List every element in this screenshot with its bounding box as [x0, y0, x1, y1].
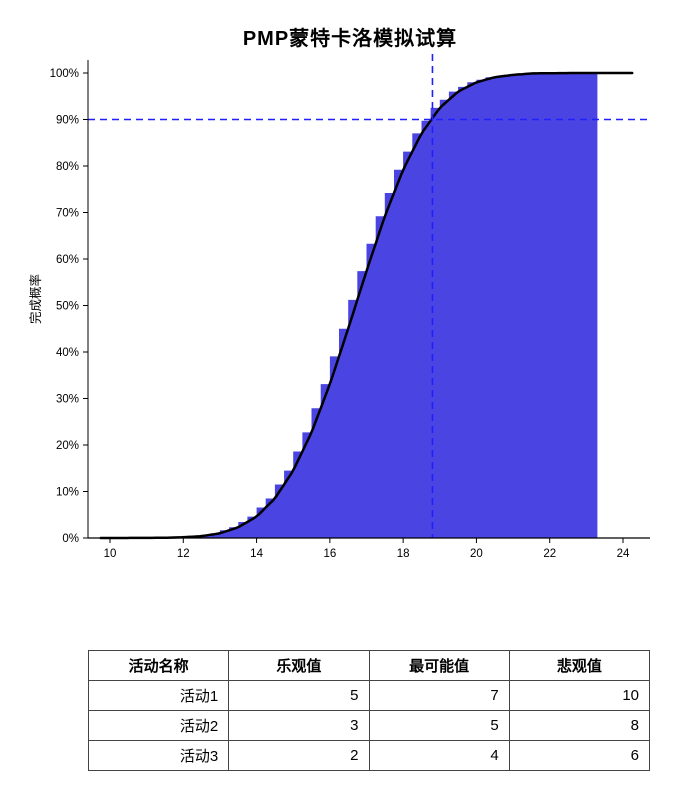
table-row: 活动2 3 5 8 — [87, 710, 651, 741]
y-tick-label: 100% — [50, 68, 79, 80]
value-cell: 7 — [368, 680, 510, 711]
value-cell: 6 — [508, 740, 651, 771]
x-tick-label: 24 — [617, 548, 630, 560]
value-cell: 5 — [368, 710, 510, 741]
table-header-cell: 最可能值 — [368, 650, 510, 681]
y-tick-label: 80% — [56, 161, 79, 173]
value-cell: 5 — [228, 680, 370, 711]
activity-name-cell: 活动1 — [87, 680, 230, 711]
y-tick-label: 0% — [62, 533, 79, 545]
x-tick-label: 16 — [323, 548, 336, 560]
value-cell: 3 — [228, 710, 370, 741]
y-tick-label: 90% — [56, 115, 79, 127]
table-header-cell: 悲观值 — [508, 650, 651, 681]
activity-name-cell: 活动2 — [87, 710, 230, 741]
y-tick-label: 50% — [56, 301, 79, 313]
x-tick-label: 22 — [543, 548, 556, 560]
activity-table-wrap: 活动名称 乐观值 最可能值 悲观值 活动1 5 7 10 活动2 3 5 8 活动3 2 4 6 — [87, 650, 651, 771]
value-cell: 4 — [368, 740, 510, 771]
chart-title: PMP蒙特卡洛模拟试算 — [242, 28, 458, 50]
x-tick-label: 12 — [177, 548, 190, 560]
y-tick-label: 20% — [56, 440, 79, 452]
table-header-cell: 乐观值 — [228, 650, 370, 681]
y-tick-label: 10% — [56, 487, 79, 499]
value-cell: 8 — [508, 710, 651, 741]
cdf-chart: 10 12 14 16 18 20 22 24 0% 10% 20% 30% 40% 50% 60% 70% 8… — [28, 54, 650, 560]
table-row: 活动3 2 4 6 — [87, 740, 651, 771]
y-tick-label: 70% — [56, 208, 79, 220]
y-axis-title: 完成概率 — [28, 274, 43, 324]
table-row: 活动1 5 7 10 — [87, 680, 651, 711]
x-tick-label: 14 — [250, 548, 263, 560]
x-tick-label: 20 — [470, 548, 483, 560]
y-tick-label: 40% — [56, 347, 79, 359]
activity-table: 活动名称 乐观值 最可能值 悲观值 活动1 5 7 10 活动2 3 5 8 活动3 2 4 6 — [87, 650, 651, 771]
value-cell: 10 — [508, 680, 651, 711]
activity-name-cell: 活动3 — [87, 740, 230, 771]
activity-table-body: 活动1 5 7 10 活动2 3 5 8 活动3 2 4 6 — [87, 680, 651, 771]
table-header-row: 活动名称 乐观值 最可能值 悲观值 — [87, 650, 651, 681]
x-tick-label: 10 — [104, 548, 117, 560]
cdf-fill — [110, 73, 598, 538]
table-header-cell: 活动名称 — [87, 650, 230, 681]
value-cell: 2 — [228, 740, 370, 771]
x-tick-label: 18 — [397, 548, 410, 560]
y-tick-label: 60% — [56, 254, 79, 266]
cdf-line — [99, 71, 634, 540]
y-tick-label: 30% — [56, 394, 79, 406]
activity-table-head: 活动名称 乐观值 最可能值 悲观值 — [87, 650, 651, 681]
